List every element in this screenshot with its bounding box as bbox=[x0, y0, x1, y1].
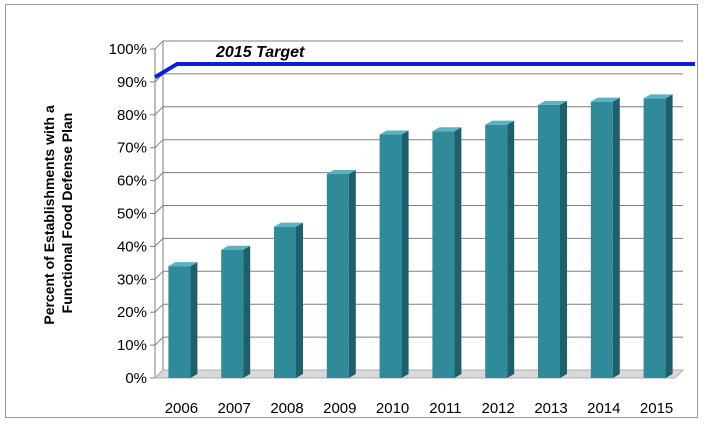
gridline-depth bbox=[154, 139, 164, 149]
gridline-depth bbox=[154, 106, 164, 116]
bar-top bbox=[432, 127, 462, 132]
x-tick-label: 2013 bbox=[534, 400, 567, 417]
y-tick-label: 20% bbox=[117, 304, 147, 321]
y-tick-label: 30% bbox=[117, 271, 147, 288]
bar-top bbox=[538, 100, 567, 105]
bar-front bbox=[168, 266, 191, 378]
bar-2012 bbox=[485, 120, 515, 379]
bar-2015 bbox=[643, 94, 673, 378]
y-tick-label: 70% bbox=[117, 140, 147, 157]
bar-front bbox=[590, 101, 613, 378]
bar-side bbox=[507, 120, 515, 379]
bar-side bbox=[560, 100, 567, 379]
gridline-depth bbox=[154, 336, 164, 346]
bar-front bbox=[432, 131, 455, 378]
bar-side bbox=[401, 130, 409, 378]
x-axis-ticks: 2006 2007 2008 2009 2010 2011 2012 2013 2014 2015 bbox=[165, 400, 674, 417]
y-tick-label: 0% bbox=[125, 370, 147, 387]
target-label: 2015 Target bbox=[215, 44, 305, 61]
bar-2008 bbox=[274, 222, 303, 378]
bar-top bbox=[590, 97, 620, 102]
y-axis-ticks: 0% 10% 20% 30% 40% 50% 60% 70% 80% 90% 100% bbox=[109, 41, 147, 387]
bar-side bbox=[190, 262, 198, 378]
bar-front bbox=[221, 249, 244, 378]
bar-side bbox=[612, 97, 620, 378]
bar-front bbox=[485, 124, 508, 378]
x-tick-label: 2009 bbox=[323, 400, 356, 417]
bar-front bbox=[379, 134, 402, 378]
bar-2007 bbox=[221, 245, 251, 378]
y-tick-label: 90% bbox=[117, 74, 147, 91]
gridline-depth bbox=[154, 270, 164, 280]
bar-top bbox=[326, 170, 356, 175]
bar-side bbox=[243, 245, 251, 378]
x-tick-label: 2014 bbox=[587, 400, 620, 417]
x-tick-label: 2008 bbox=[270, 400, 303, 417]
bar-side bbox=[348, 170, 356, 378]
bar-top bbox=[221, 245, 251, 250]
x-tick-label: 2015 bbox=[640, 400, 673, 417]
bar-side bbox=[665, 94, 673, 378]
gridline-depth bbox=[154, 40, 164, 50]
x-tick-label: 2010 bbox=[376, 400, 409, 417]
y-tick-label: 10% bbox=[117, 337, 147, 354]
bar-2014 bbox=[590, 97, 620, 378]
bar-2009 bbox=[326, 170, 356, 378]
bars bbox=[168, 94, 673, 379]
y-tick-label: 50% bbox=[117, 206, 147, 223]
bar-2010 bbox=[379, 130, 409, 378]
bar-front bbox=[326, 174, 349, 378]
y-axis-label: Percent of Establishments with a Functio… bbox=[41, 101, 75, 324]
bar-front bbox=[643, 98, 666, 378]
bar-side bbox=[454, 127, 462, 378]
x-tick-label: 2012 bbox=[482, 400, 515, 417]
bar-side bbox=[296, 222, 303, 378]
y-tick-label: 100% bbox=[109, 41, 147, 58]
x-tick-label: 2007 bbox=[218, 400, 251, 417]
x-tick-label: 2006 bbox=[165, 400, 198, 417]
y-axis-label-line-1: Percent of Establishments with a bbox=[41, 105, 57, 325]
bar-front bbox=[538, 104, 560, 379]
bar-2011 bbox=[432, 127, 462, 378]
bar-front bbox=[274, 226, 296, 378]
bar-top bbox=[274, 222, 303, 227]
y-tick-label: 80% bbox=[117, 107, 147, 124]
y-axis-label-line-2: Functional Food Defense Plan bbox=[59, 113, 75, 314]
gridline-depth bbox=[154, 303, 164, 313]
target-line-group: 2015 Target bbox=[153, 44, 695, 79]
bar-top bbox=[485, 120, 515, 125]
target-line bbox=[153, 62, 695, 79]
y-tick-label: 60% bbox=[117, 173, 147, 190]
bar-2013 bbox=[538, 100, 567, 379]
bar-top bbox=[643, 94, 673, 99]
bar-top bbox=[379, 130, 409, 135]
gridline-depth bbox=[154, 238, 164, 247]
bar-2006 bbox=[168, 262, 198, 378]
gridline-depth bbox=[154, 172, 164, 181]
x-tick-label: 2011 bbox=[429, 400, 461, 417]
y-tick-label: 40% bbox=[117, 238, 147, 255]
gridline-depth bbox=[154, 205, 164, 214]
bar-top bbox=[168, 262, 198, 267]
